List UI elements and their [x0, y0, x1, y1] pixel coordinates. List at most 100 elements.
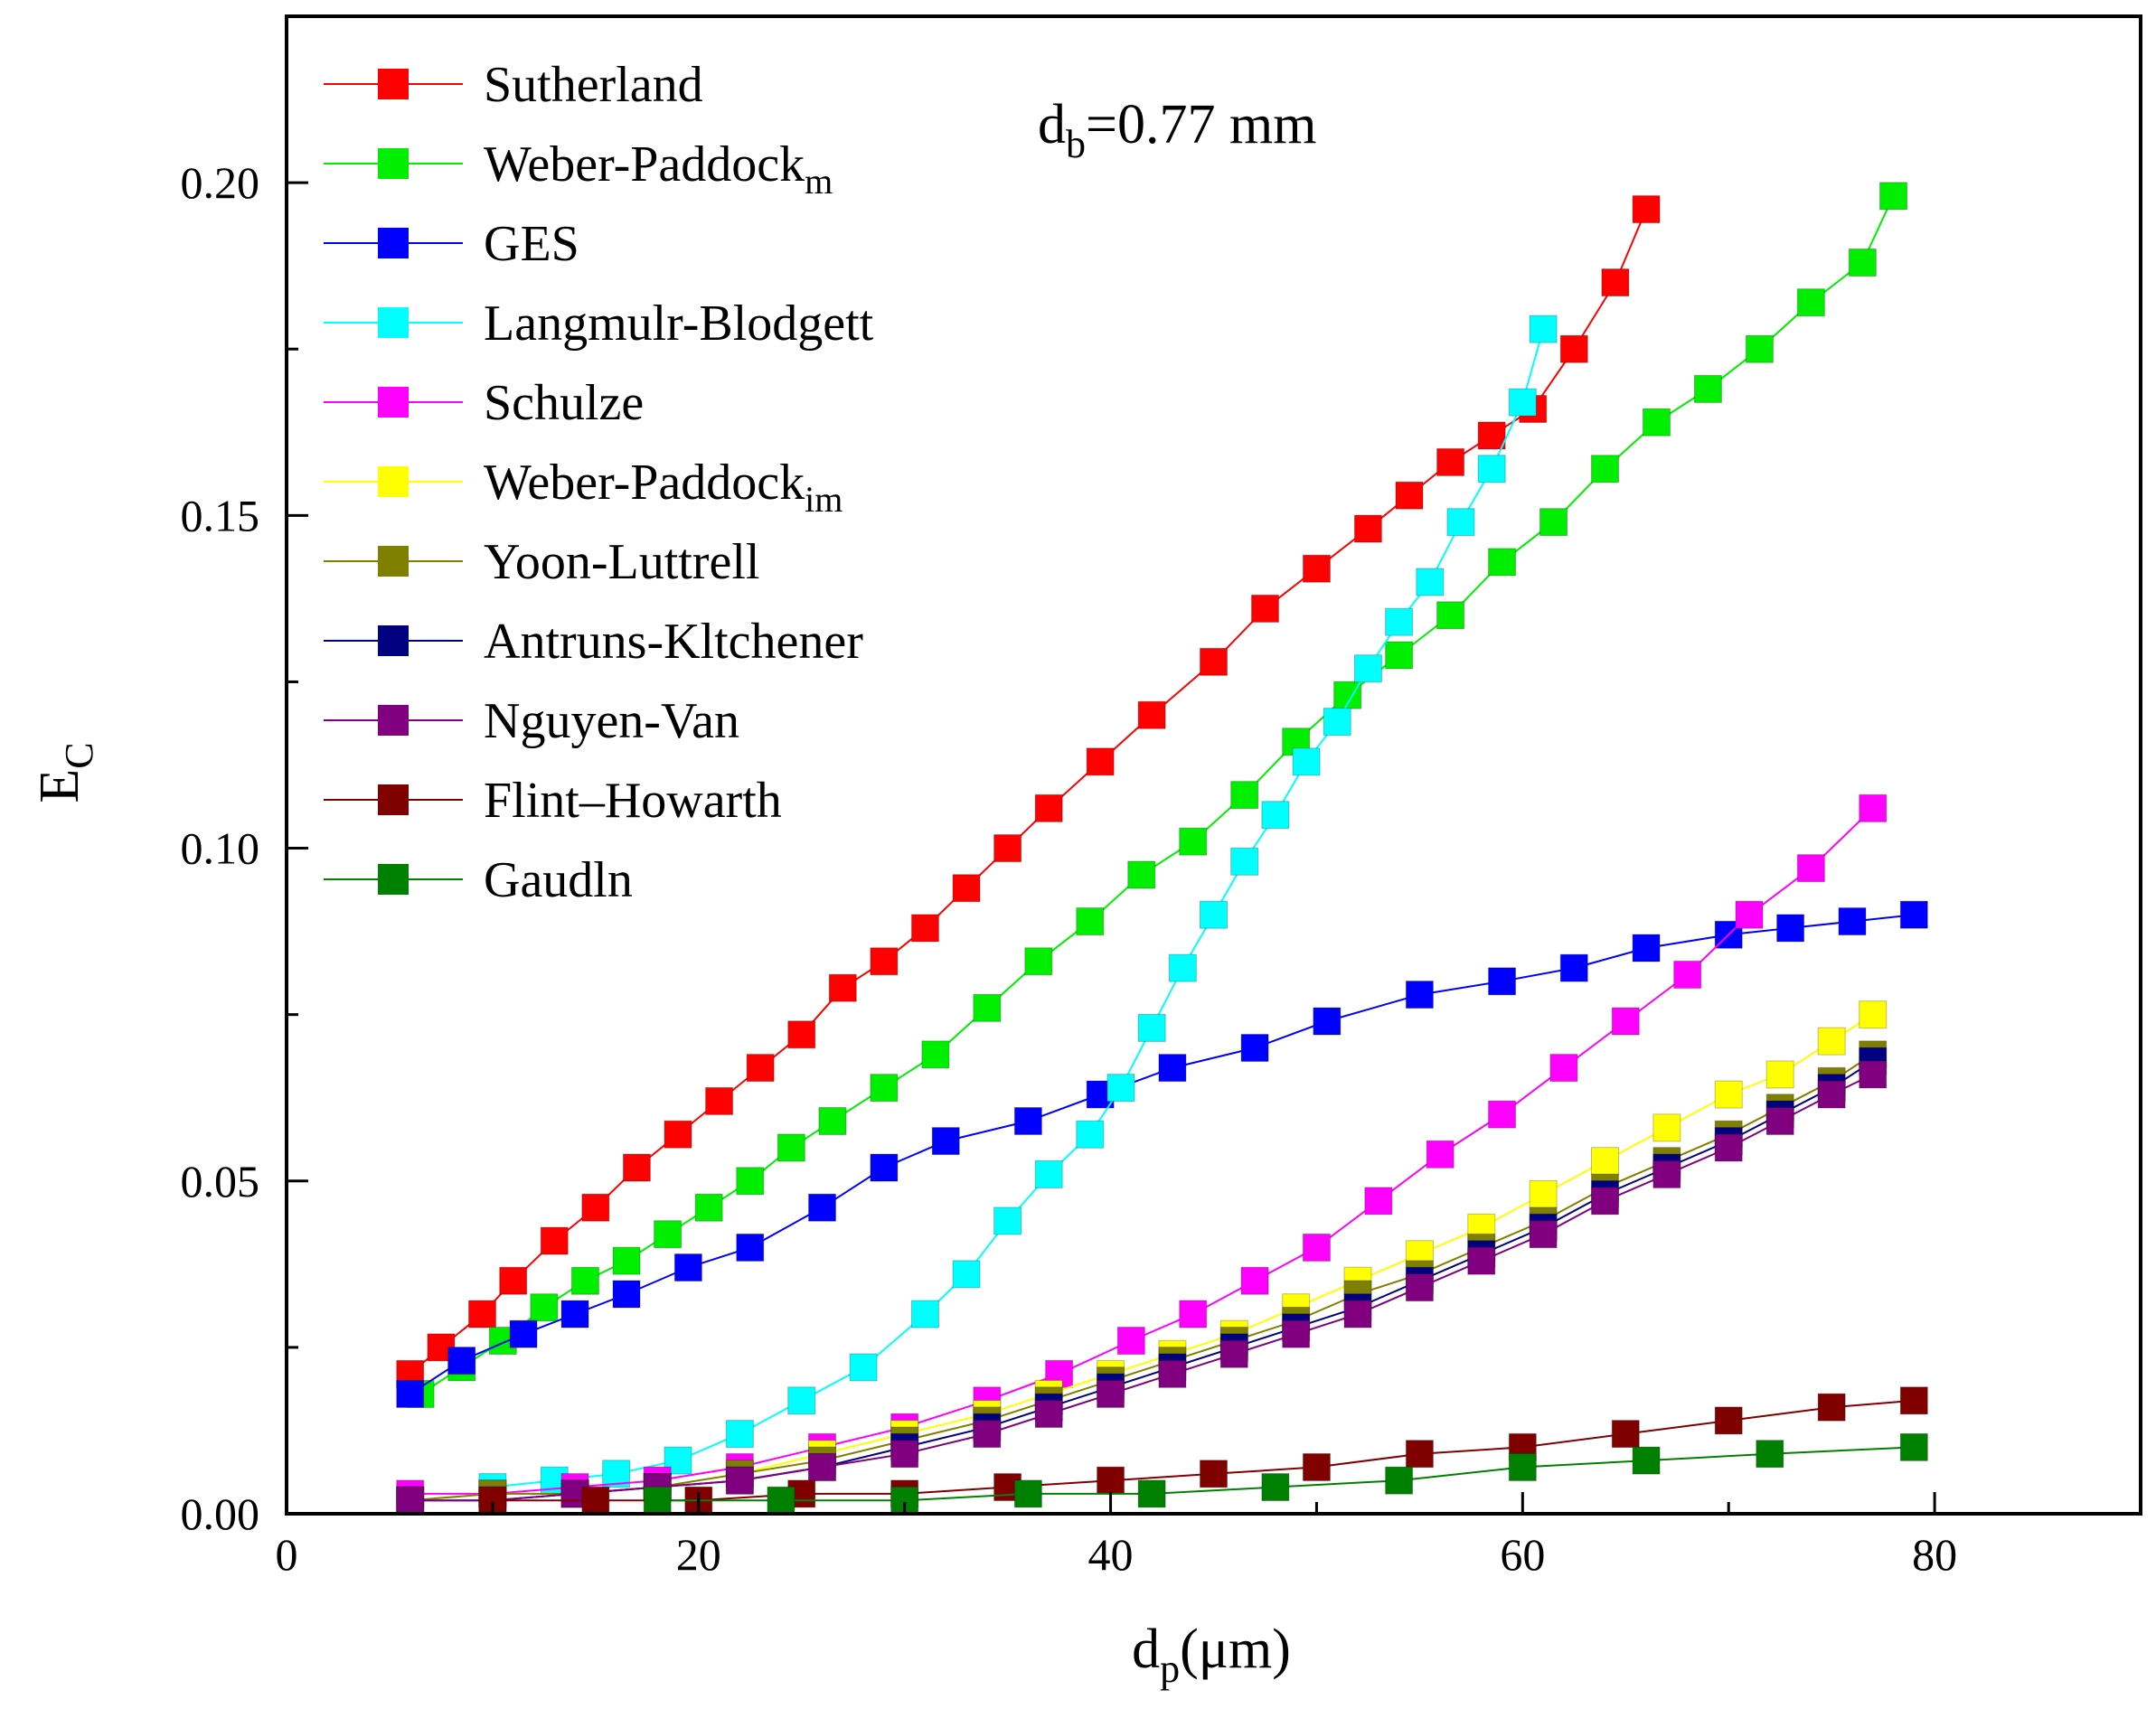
data-point: [654, 1220, 683, 1249]
data-point: [1859, 1000, 1888, 1029]
annotation-db: db=0.77 mm: [1038, 94, 1316, 166]
data-point: [931, 1127, 960, 1156]
data-point: [1477, 455, 1506, 483]
data-point: [910, 1300, 939, 1328]
data-point: [612, 1280, 641, 1309]
data-point: [1127, 860, 1156, 889]
data-point: [1168, 953, 1197, 982]
data-point: [694, 1193, 723, 1222]
data-point: [1240, 1033, 1269, 1062]
data-point: [1200, 647, 1228, 676]
legend-marker: [378, 228, 409, 258]
data-point: [1179, 1300, 1208, 1328]
legend-entry: Yoon-Luttrell: [324, 534, 759, 590]
legend-marker: [378, 784, 409, 815]
data-point: [581, 1193, 610, 1222]
data-point: [1529, 1180, 1558, 1209]
x-tick-label: 80: [1912, 1529, 1957, 1580]
y-axis-title: EC: [29, 742, 101, 803]
data-point: [705, 1086, 734, 1115]
series-3: [478, 314, 1558, 1502]
data-point: [746, 1054, 775, 1083]
data-point: [1559, 334, 1588, 363]
data-point: [1097, 1466, 1125, 1495]
data-point: [1034, 1400, 1063, 1429]
x-tick-label: 20: [676, 1529, 721, 1580]
data-point: [1137, 1479, 1166, 1508]
data-point: [1013, 1106, 1042, 1135]
data-point: [1292, 747, 1321, 776]
data-point: [1899, 1386, 1928, 1415]
y-tick-label: 0.00: [181, 1488, 260, 1539]
data-point: [1086, 747, 1115, 776]
series-10: [643, 1432, 1928, 1515]
data-point: [725, 1466, 754, 1495]
legend-label: GES: [484, 216, 579, 272]
data-point: [1395, 481, 1424, 510]
data-point: [818, 1106, 847, 1135]
data-point: [1024, 947, 1053, 976]
data-point: [808, 1452, 837, 1481]
data-point: [1642, 408, 1671, 437]
data-point: [1529, 1220, 1558, 1249]
data-point: [1158, 1054, 1187, 1083]
data-point: [1282, 1319, 1311, 1348]
legend-marker: [378, 705, 409, 736]
data-point: [1601, 268, 1630, 297]
series-9: [478, 1386, 1928, 1515]
data-point: [1137, 1013, 1166, 1042]
data-point: [509, 1319, 538, 1348]
series-line: [410, 807, 1874, 1495]
data-point: [1364, 1187, 1393, 1216]
series-0: [396, 195, 1661, 1388]
data-point: [993, 834, 1022, 863]
data-point: [1508, 1452, 1537, 1481]
data-point: [1539, 508, 1568, 537]
legend-entry: Schulze: [324, 375, 644, 431]
data-point: [1899, 1432, 1928, 1461]
legend-marker: [378, 546, 409, 577]
data-point: [1817, 1393, 1846, 1422]
data-point: [1817, 1027, 1846, 1056]
y-tick-label: 0.15: [181, 490, 260, 540]
data-point: [1714, 1406, 1743, 1435]
data-point: [1076, 907, 1105, 936]
data-point: [1416, 568, 1445, 596]
data-point: [1879, 182, 1908, 211]
data-point: [1477, 421, 1506, 450]
data-point: [1745, 334, 1774, 363]
data-point: [612, 1246, 641, 1275]
data-point: [570, 1266, 599, 1295]
data-point: [973, 1420, 1002, 1449]
data-point: [1693, 374, 1722, 403]
data-point: [1137, 700, 1166, 729]
data-point: [1013, 1479, 1042, 1508]
data-point: [1529, 314, 1558, 343]
data-point: [1756, 1440, 1784, 1469]
data-point: [1426, 1140, 1455, 1169]
data-point: [581, 1486, 610, 1515]
legend-marker: [378, 307, 409, 338]
legend-label: Nguyen-Van: [484, 693, 739, 749]
data-point: [1179, 827, 1208, 856]
data-point: [736, 1233, 765, 1262]
data-point: [1158, 1359, 1187, 1388]
data-point: [1261, 1473, 1290, 1502]
data-point: [1323, 708, 1351, 737]
data-point: [787, 1386, 816, 1415]
data-point: [1673, 960, 1702, 989]
legend-label: Antruns-Kltchener: [484, 614, 863, 670]
data-point: [1776, 914, 1805, 943]
data-point: [1343, 1300, 1372, 1328]
data-point: [530, 1293, 559, 1322]
legend-label: Langmulr-Blodgett: [484, 296, 874, 352]
legend-entry: GES: [324, 216, 579, 272]
data-point: [1735, 900, 1764, 929]
data-point: [673, 1253, 702, 1282]
data-point: [921, 1040, 950, 1069]
data-point: [499, 1266, 528, 1295]
data-point: [1714, 1133, 1743, 1162]
data-point: [1097, 1379, 1125, 1408]
legend-marker: [378, 625, 409, 656]
